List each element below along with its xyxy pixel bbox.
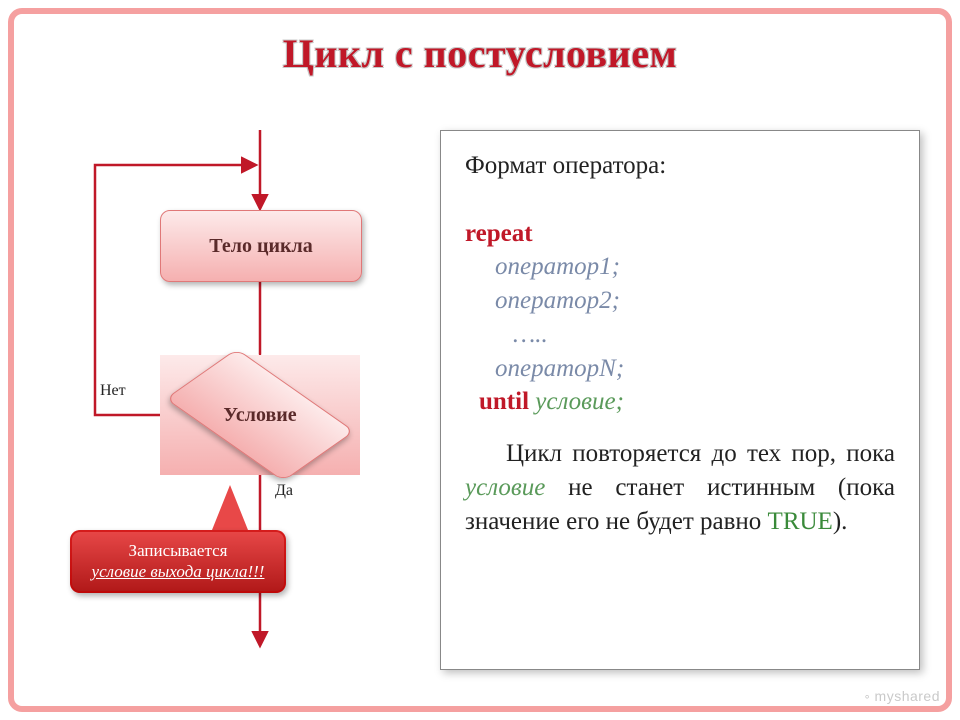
op-line-2: оператор2; [495, 287, 620, 314]
code-format-panel: Формат оператора: repeat оператор1; опер… [440, 130, 920, 670]
op-line-dots: ….. [513, 321, 548, 348]
branch-yes-label: Да [275, 482, 293, 500]
callout-line2: условие выхода цикла!!! [92, 562, 265, 581]
callout-line1: Записывается [129, 541, 228, 560]
op-line-1: оператор1; [495, 253, 620, 280]
condition-diamond: Условие [160, 355, 360, 475]
panel-heading: Формат оператора: [465, 149, 895, 183]
condition-label: Условие [160, 355, 360, 475]
flowchart: Тело цикла Условие Нет Да Записывается у… [40, 130, 420, 670]
callout-tail [210, 485, 250, 535]
until-condition: условие; [535, 388, 624, 415]
watermark: ◦ myshared [865, 688, 940, 704]
description-paragraph: Цикл повторяется до тех пор, пока услови… [465, 437, 895, 538]
page-title: Цикл с постусловием [0, 30, 960, 77]
op-line-n: операторN; [495, 355, 624, 382]
callout-note: Записывается условие выхода цикла!!! [70, 530, 286, 593]
loop-body-label: Тело цикла [209, 235, 312, 257]
keyword-until: until [479, 388, 529, 415]
branch-no-label: Нет [100, 382, 126, 400]
keyword-repeat: repeat [465, 220, 533, 247]
loop-body-block: Тело цикла [160, 210, 362, 282]
